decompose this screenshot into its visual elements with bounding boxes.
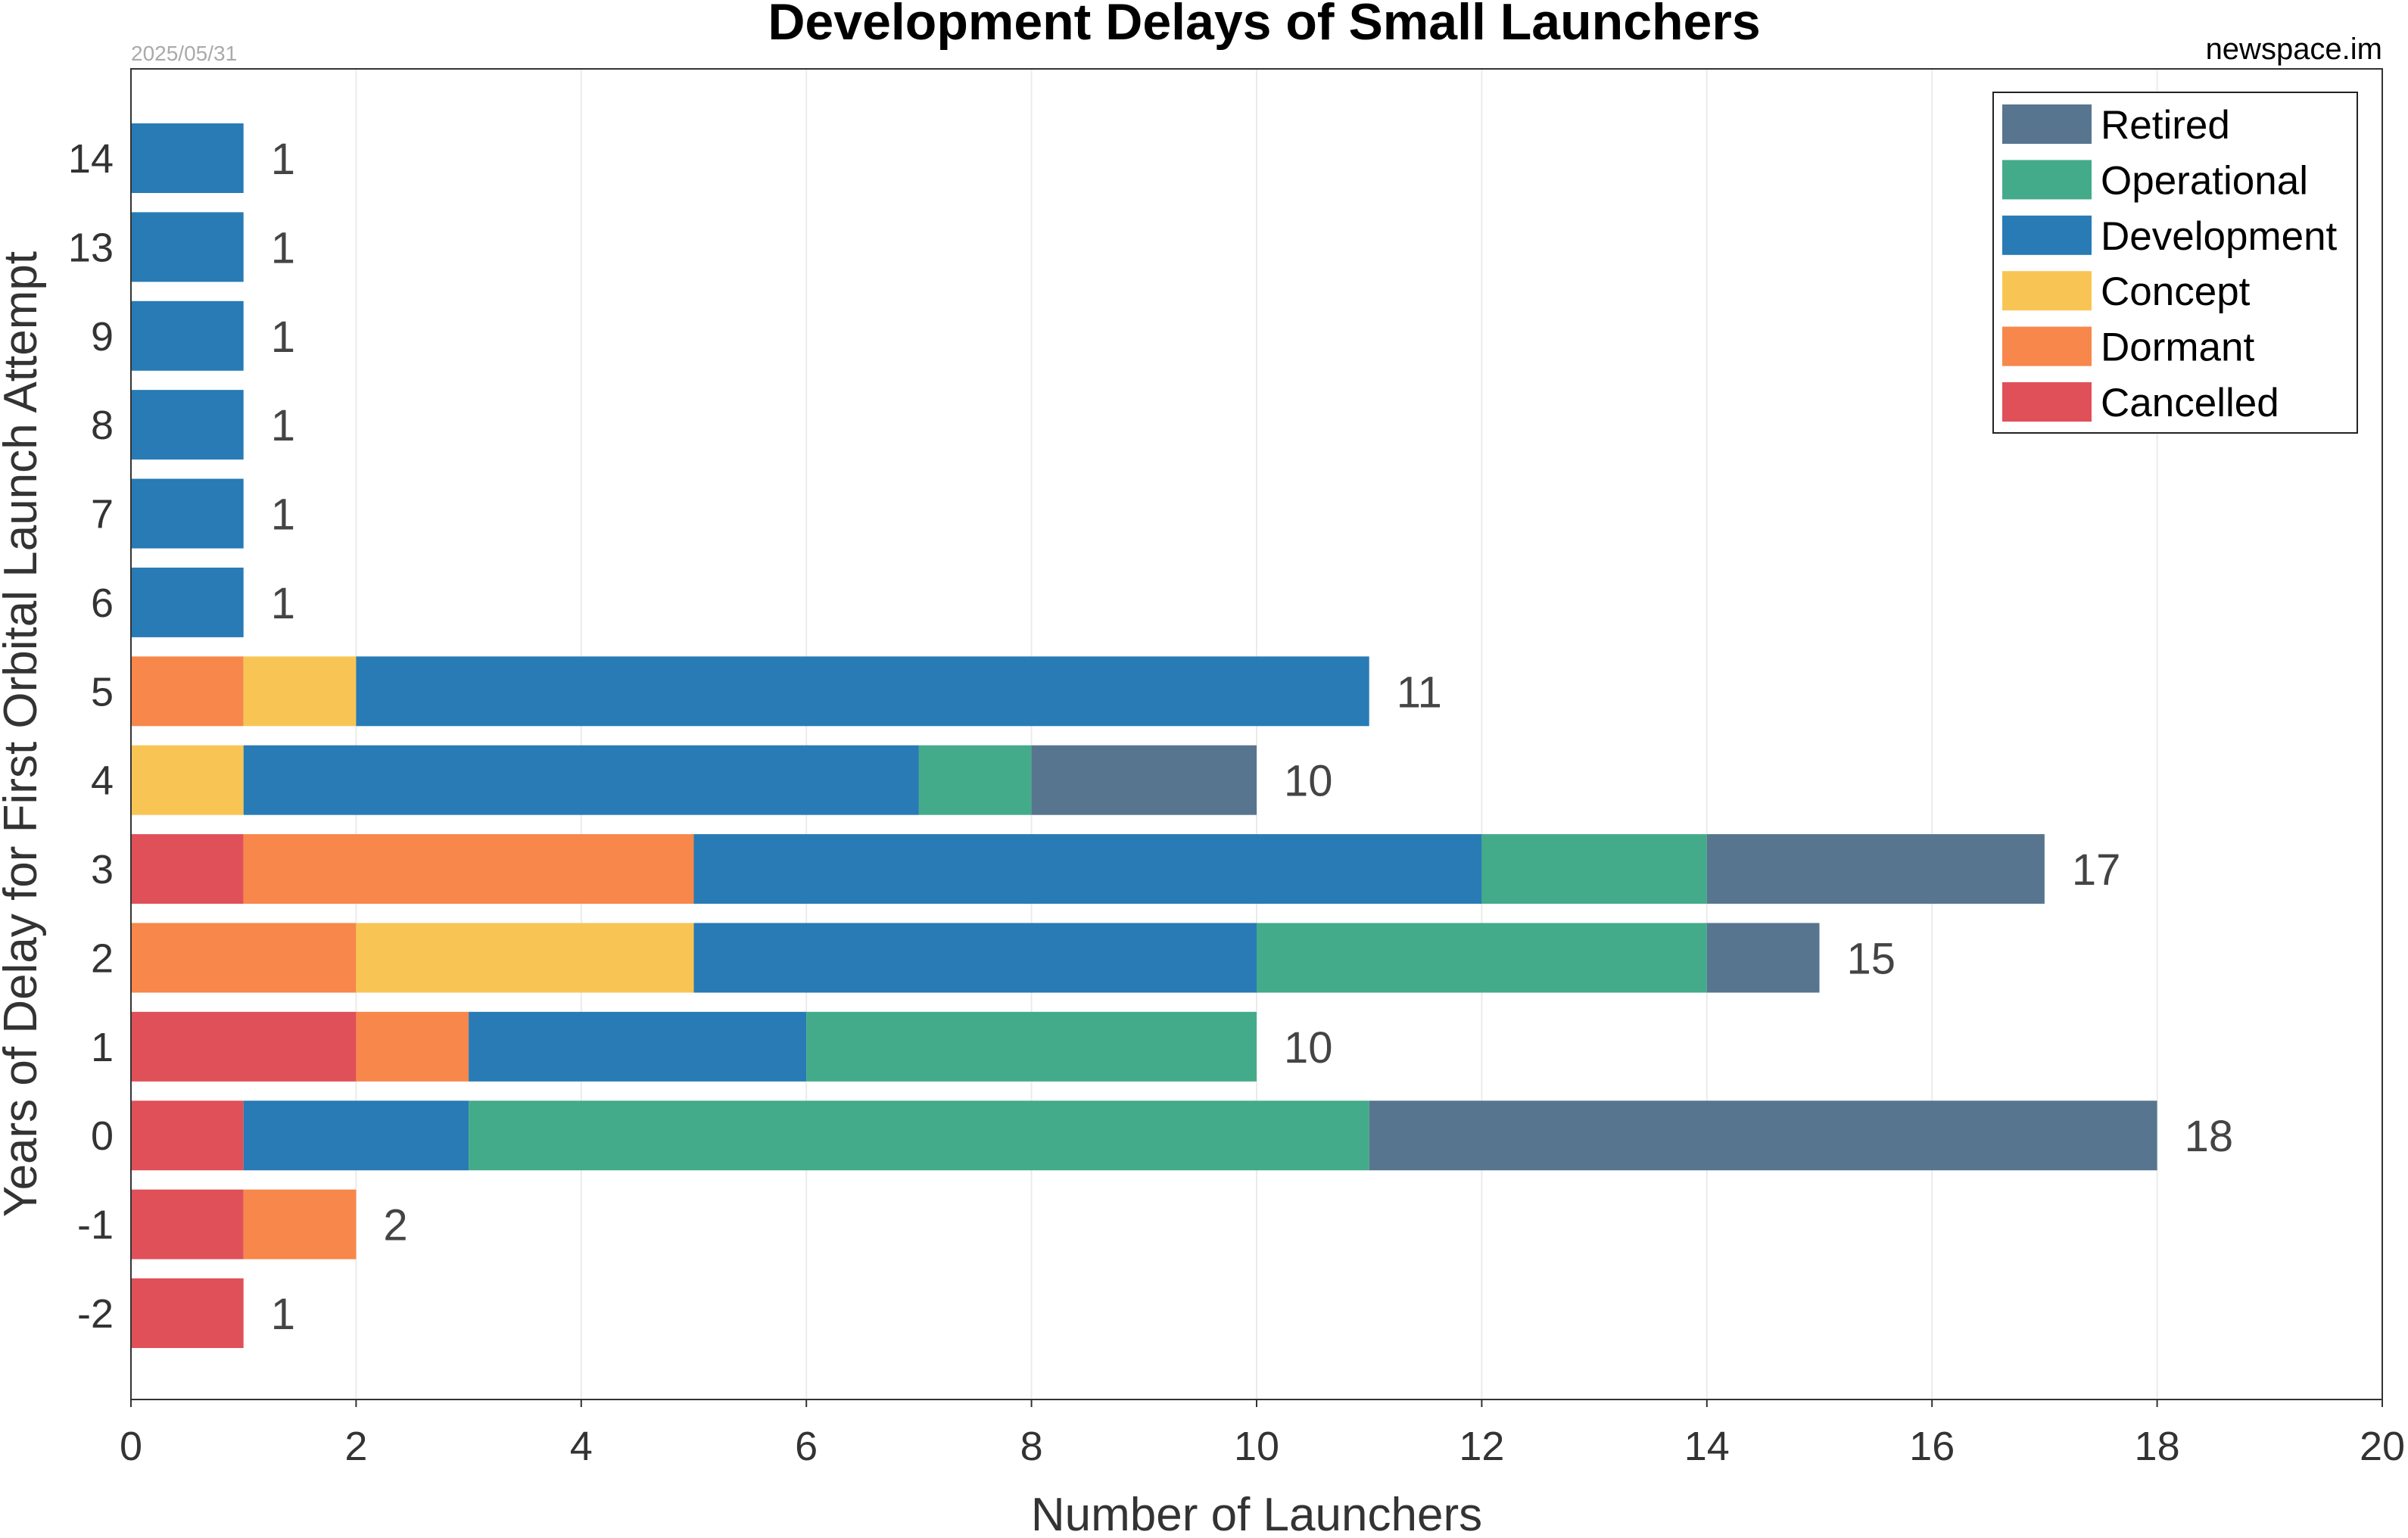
bar-total-label-9: 1 xyxy=(271,313,295,362)
bar-operational-2 xyxy=(1257,923,1707,993)
bar-development-8 xyxy=(131,390,244,460)
bar-dormant-2 xyxy=(131,923,357,993)
bar-development-13 xyxy=(131,212,244,282)
y-tick-label-6: 4 xyxy=(91,758,114,804)
y-tick-label-2: 0 xyxy=(91,1113,114,1159)
y-tick-label-0: -2 xyxy=(77,1291,114,1337)
bar-concept-5 xyxy=(243,656,357,727)
x-tick-label-4: 8 xyxy=(1020,1424,1043,1469)
y-tick-label-7: 5 xyxy=(91,669,114,715)
bar-total-label-14: 1 xyxy=(271,135,295,184)
bar-total-label-7: 1 xyxy=(271,490,295,540)
legend-label-development: Development xyxy=(2101,214,2338,259)
bar-total-label-1: 10 xyxy=(1284,1023,1333,1073)
bar-dormant-5 xyxy=(131,656,244,727)
bar-total-label-13: 1 xyxy=(271,223,295,272)
x-tick-label-9: 18 xyxy=(2135,1424,2180,1469)
bar-total-label-4: 10 xyxy=(1284,757,1333,806)
y-tick-label-4: 2 xyxy=(91,936,114,981)
chart-title: Development Delays of Small Launchers xyxy=(768,0,1760,51)
legend-swatch-dormant xyxy=(2002,326,2092,366)
bar-development-5 xyxy=(356,656,1369,727)
bar-total-label-2: 15 xyxy=(1847,934,1896,983)
x-tick-label-0: 0 xyxy=(120,1424,142,1469)
bar-development-4 xyxy=(243,745,919,815)
bar-development-7 xyxy=(131,478,244,549)
y-tick-label-3: 1 xyxy=(91,1025,114,1070)
bar-development-9 xyxy=(131,300,244,371)
legend-swatch-operational xyxy=(2002,160,2092,200)
bar-total-label-0: 18 xyxy=(2185,1112,2234,1161)
chart-date: 2025/05/31 xyxy=(131,42,237,65)
bar-cancelled-1 xyxy=(131,1011,357,1082)
x-tick-label-10: 20 xyxy=(2360,1424,2405,1469)
bar-retired-0 xyxy=(1369,1101,2157,1171)
bar-cancelled--1 xyxy=(131,1189,244,1259)
bar-concept-2 xyxy=(356,923,694,993)
y-tick-label-11: 9 xyxy=(91,314,114,360)
bar-total-label-3: 17 xyxy=(2072,845,2121,895)
bar-retired-2 xyxy=(1706,923,1820,993)
legend-label-operational: Operational xyxy=(2101,158,2308,203)
bar-cancelled--2 xyxy=(131,1278,244,1348)
bar-development-6 xyxy=(131,567,244,637)
bar-operational-0 xyxy=(469,1101,1369,1171)
x-tick-label-8: 16 xyxy=(1909,1424,1955,1469)
bar-development-0 xyxy=(243,1101,469,1171)
y-tick-label-13: 14 xyxy=(68,136,114,182)
bar-total-label--2: 1 xyxy=(271,1290,295,1339)
x-tick-label-2: 4 xyxy=(570,1424,593,1469)
bar-dormant-1 xyxy=(356,1011,469,1082)
bar-cancelled-3 xyxy=(131,834,244,904)
chart-source: newspace.im xyxy=(2206,33,2382,66)
bar-development-1 xyxy=(469,1011,807,1082)
bar-retired-3 xyxy=(1706,834,2045,904)
legend-label-concept: Concept xyxy=(2101,269,2251,314)
bar-development-14 xyxy=(131,123,244,193)
bar-dormant-3 xyxy=(243,834,694,904)
legend-swatch-retired xyxy=(2002,104,2092,144)
x-tick-label-3: 6 xyxy=(795,1424,818,1469)
y-tick-label-1: -1 xyxy=(77,1203,114,1248)
x-tick-label-5: 10 xyxy=(1234,1424,1279,1469)
y-tick-label-8: 6 xyxy=(91,581,114,626)
bar-operational-4 xyxy=(918,745,1032,815)
y-tick-label-10: 8 xyxy=(91,403,114,448)
bar-total-label--1: 2 xyxy=(383,1201,407,1250)
bar-total-label-6: 1 xyxy=(271,579,295,628)
x-tick-label-6: 12 xyxy=(1459,1424,1504,1469)
bar-development-3 xyxy=(693,834,1482,904)
y-tick-label-9: 7 xyxy=(91,492,114,537)
bar-dormant--1 xyxy=(243,1189,357,1259)
x-tick-label-7: 14 xyxy=(1684,1424,1730,1469)
bar-operational-1 xyxy=(806,1011,1257,1082)
legend-box xyxy=(1992,92,2358,434)
y-axis-label: Years of Delay for First Orbital Launch … xyxy=(0,251,47,1217)
bar-operational-3 xyxy=(1481,834,1707,904)
bar-concept-4 xyxy=(131,745,244,815)
legend-swatch-development xyxy=(2002,215,2092,255)
legend-label-retired: Retired xyxy=(2101,103,2230,148)
y-tick-label-5: 3 xyxy=(91,847,114,892)
y-tick-label-12: 13 xyxy=(68,225,114,270)
x-axis-label: Number of Launchers xyxy=(1031,1489,1482,1534)
x-tick-label-1: 2 xyxy=(344,1424,367,1469)
bar-layer xyxy=(131,123,2157,1348)
bar-total-label-5: 11 xyxy=(1397,668,1442,717)
bar-development-2 xyxy=(693,923,1257,993)
legend-swatch-cancelled xyxy=(2002,382,2092,422)
legend-label-dormant: Dormant xyxy=(2101,325,2255,370)
legend-swatch-concept xyxy=(2002,271,2092,311)
legend-label-cancelled: Cancelled xyxy=(2101,381,2279,425)
bar-cancelled-0 xyxy=(131,1101,244,1171)
legend: Retired Operational Development Concept Dorm… xyxy=(1992,92,2358,434)
bar-retired-4 xyxy=(1031,745,1257,815)
bar-total-label-8: 1 xyxy=(271,401,295,450)
